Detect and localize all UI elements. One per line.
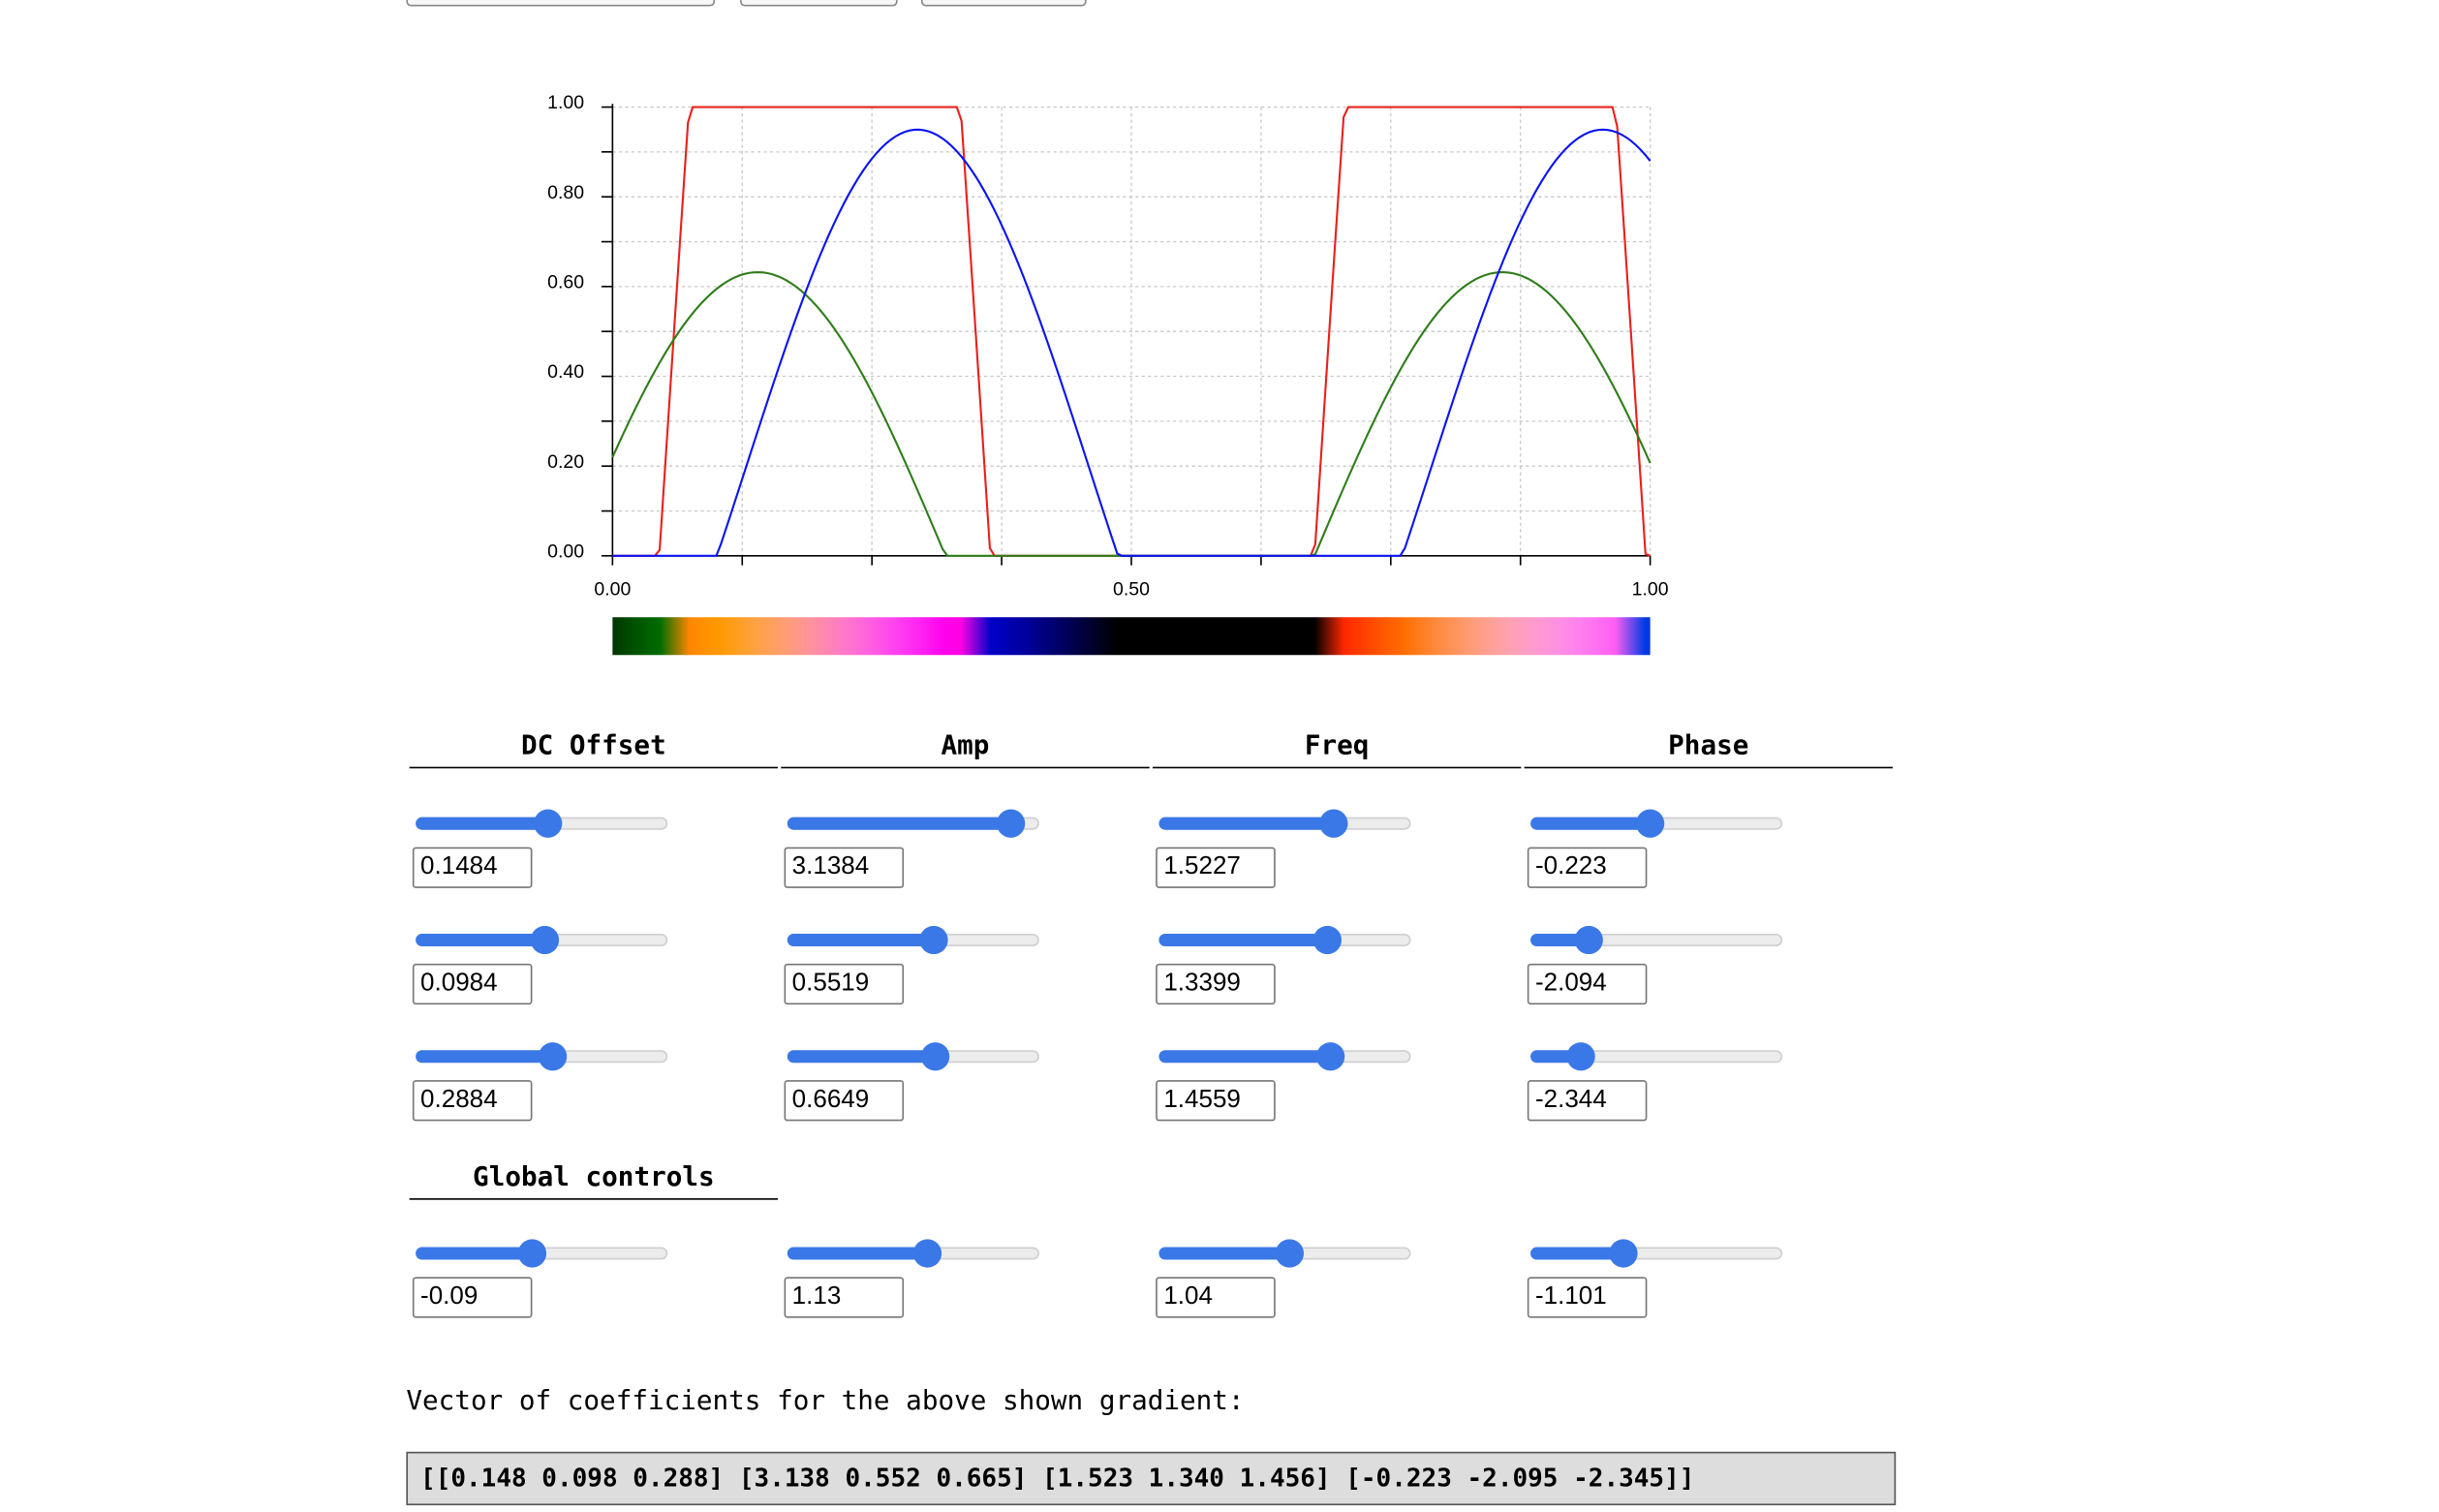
dc-offset-row-3-slider[interactable] <box>416 1042 668 1074</box>
slider-thumb[interactable] <box>997 809 1027 838</box>
dc-offset-row-3-input[interactable]: 0.2884 <box>412 1080 533 1122</box>
global-amp-input[interactable]: 1.13 <box>784 1277 905 1318</box>
x-tick-label: 1.00 <box>1632 578 1669 600</box>
slider-fill <box>1158 1050 1331 1064</box>
amp-row-2-slider[interactable] <box>787 925 1039 958</box>
slider-fill <box>1158 1247 1290 1260</box>
x-tick-label: 0.50 <box>1113 578 1150 600</box>
amp-row-2-input[interactable]: 0.5519 <box>784 963 905 1005</box>
global-dc-offset-slider[interactable] <box>416 1239 668 1271</box>
slider-thumb[interactable] <box>1575 925 1604 955</box>
top-button-3[interactable] <box>920 0 1087 7</box>
y-tick-label: 0.60 <box>547 271 584 293</box>
chart-series <box>611 106 1652 557</box>
amp-row-1-slider[interactable] <box>787 809 1039 842</box>
slider-thumb[interactable] <box>518 1239 547 1268</box>
slider-fill <box>416 1050 553 1064</box>
y-tick-label: 0.00 <box>547 540 584 562</box>
phase-row-2-input[interactable]: -2.094 <box>1527 963 1648 1005</box>
line-chart: 0.00 0.50 1.00 0.00 0.20 0.40 0.60 0.80 1.00 <box>547 92 1669 600</box>
y-tick-label: 0.20 <box>547 451 584 473</box>
chart-axes: 0.00 0.50 1.00 0.00 0.20 0.40 0.60 0.80 1.00 <box>547 92 1669 600</box>
slider-fill <box>1530 1247 1623 1260</box>
slider-thumb[interactable] <box>1318 809 1347 838</box>
global-freq-slider[interactable] <box>1158 1239 1411 1271</box>
slider-fill <box>1158 933 1328 946</box>
global-phase-slider[interactable] <box>1530 1239 1783 1271</box>
amp-row-3-slider[interactable] <box>787 1042 1039 1074</box>
slider-thumb[interactable] <box>539 1042 568 1071</box>
y-tick-label: 0.40 <box>547 361 584 383</box>
slider-fill <box>1530 817 1651 830</box>
slider-thumb[interactable] <box>913 1239 942 1268</box>
global-amp-slider[interactable] <box>787 1239 1039 1271</box>
slider-thumb[interactable] <box>1608 1239 1638 1268</box>
slider-fill <box>1158 817 1334 830</box>
header-phase: Phase <box>1524 725 1893 769</box>
slider-fill <box>787 817 1012 830</box>
series-line-3 <box>612 128 1652 557</box>
phase-row-3-input[interactable]: -2.344 <box>1527 1080 1648 1122</box>
amp-row-3-input[interactable]: 0.6649 <box>784 1080 905 1122</box>
slider-thumb[interactable] <box>1635 809 1664 838</box>
global-phase-input[interactable]: -1.101 <box>1527 1277 1648 1318</box>
dc-offset-row-2-input[interactable]: 0.0984 <box>412 963 533 1005</box>
slider-thumb[interactable] <box>1312 925 1342 955</box>
phase-row-3-slider[interactable] <box>1530 1042 1783 1074</box>
coefficients-output: [[0.148 0.098 0.288] [3.138 0.552 0.665]… <box>406 1451 1897 1506</box>
freq-row-3-input[interactable]: 1.4559 <box>1156 1080 1276 1122</box>
phase-row-1-input[interactable]: -0.223 <box>1527 847 1648 888</box>
y-tick-label: 1.00 <box>547 92 584 113</box>
slider-fill <box>787 1050 936 1064</box>
slider-thumb[interactable] <box>1275 1239 1304 1268</box>
phase-row-2-slider[interactable] <box>1530 925 1783 958</box>
freq-row-2-slider[interactable] <box>1158 925 1411 958</box>
slider-thumb[interactable] <box>531 925 560 955</box>
slider-thumb[interactable] <box>918 925 948 955</box>
gradient-preview-bar <box>612 617 1651 656</box>
amp-row-1-input[interactable]: 3.1384 <box>784 847 905 888</box>
freq-row-1-input[interactable]: 1.5227 <box>1156 847 1276 888</box>
freq-row-3-slider[interactable] <box>1158 1042 1411 1074</box>
phase-row-1-slider[interactable] <box>1530 809 1783 842</box>
header-dc-offset: DC Offset <box>409 725 779 769</box>
slider-thumb[interactable] <box>1566 1042 1595 1071</box>
header-amp: Amp <box>781 725 1150 769</box>
slider-fill <box>787 1247 928 1260</box>
chart-grid <box>612 106 1652 556</box>
header-freq: Freq <box>1152 725 1522 769</box>
slider-thumb[interactable] <box>534 809 563 838</box>
slider-fill <box>416 817 549 830</box>
y-tick-label: 0.80 <box>547 182 584 203</box>
slider-fill <box>416 933 545 946</box>
top-button-1[interactable] <box>406 0 716 7</box>
dc-offset-row-2-slider[interactable] <box>416 925 668 958</box>
dc-offset-row-1-slider[interactable] <box>416 809 668 842</box>
slider-fill <box>787 933 934 946</box>
header-global-controls: Global controls <box>409 1157 779 1200</box>
freq-row-2-input[interactable]: 1.3399 <box>1156 963 1276 1005</box>
slider-thumb[interactable] <box>921 1042 950 1071</box>
slider-thumb[interactable] <box>1316 1042 1345 1071</box>
slider-fill <box>416 1247 533 1260</box>
x-tick-label: 0.00 <box>594 578 631 600</box>
dc-offset-row-1-input[interactable]: 0.1484 <box>412 847 533 888</box>
top-button-2[interactable] <box>740 0 898 7</box>
coefficients-caption: Vector of coefficients for the above sho… <box>406 1385 1245 1418</box>
global-freq-input[interactable]: 1.04 <box>1156 1277 1276 1318</box>
global-dc-offset-input[interactable]: -0.09 <box>412 1277 533 1318</box>
slider-fill <box>1530 933 1590 946</box>
freq-row-1-slider[interactable] <box>1158 809 1411 842</box>
